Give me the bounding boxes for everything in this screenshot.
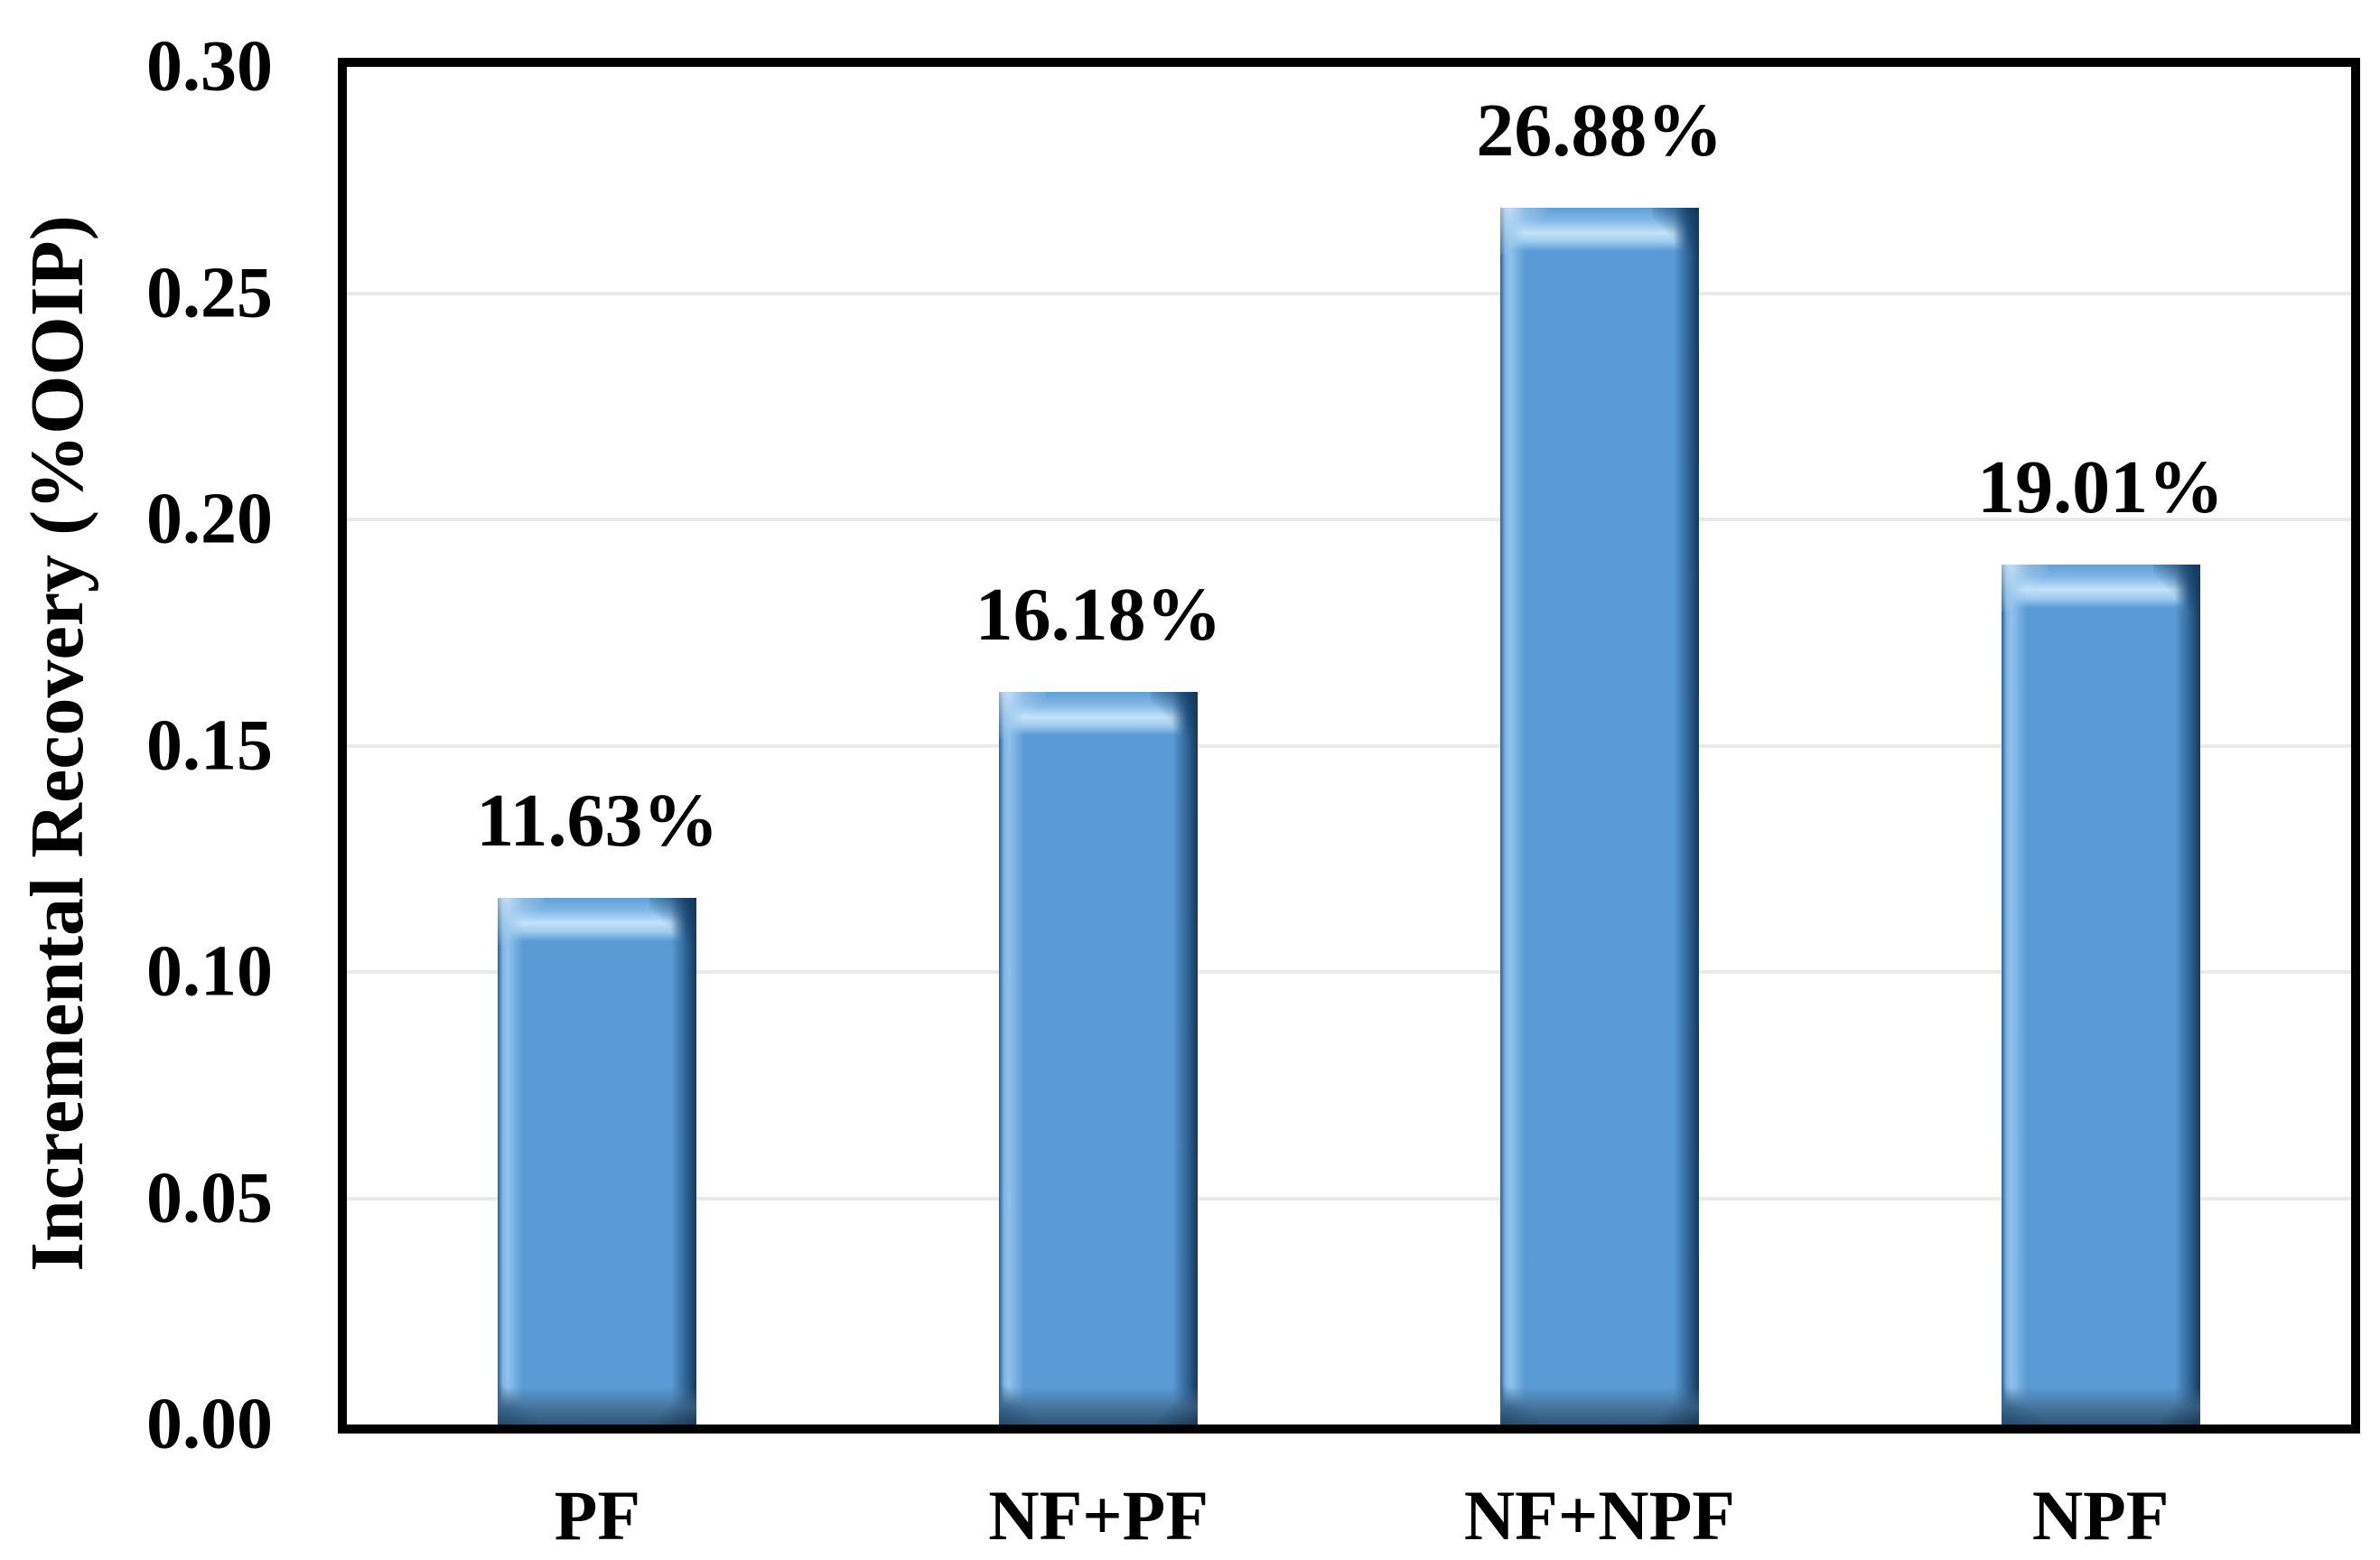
x-category-label: PF xyxy=(554,1476,641,1555)
bar-bevel-face xyxy=(1172,692,1199,1425)
y-tick-label: 0.15 xyxy=(146,705,273,785)
gridline xyxy=(347,1196,2351,1200)
x-category-label: NF+NPF xyxy=(1463,1476,1735,1555)
y-tick-label: 0.25 xyxy=(146,253,273,332)
y-tick-label: 0.00 xyxy=(146,1384,273,1464)
gridline xyxy=(347,970,2351,974)
bar-bevel-face xyxy=(498,898,546,946)
bar-bevel-face xyxy=(1673,208,1699,1425)
bar-bevel-face xyxy=(2174,564,2200,1425)
bar xyxy=(999,692,1199,1425)
bar xyxy=(2001,564,2200,1425)
bar-bevel-face xyxy=(2001,1384,2041,1425)
plot-area xyxy=(338,58,2360,1434)
bar-bevel-face xyxy=(999,692,1025,1425)
gridline xyxy=(347,291,2351,295)
bar-bevel-face xyxy=(999,1384,1040,1425)
bar-bevel-face xyxy=(1651,208,1699,256)
gridline xyxy=(347,518,2351,521)
y-tick-label: 0.20 xyxy=(146,479,273,559)
bar-bevel-face xyxy=(2160,1384,2200,1425)
bar-bevel-face xyxy=(2152,564,2200,612)
x-category-label: NF+PF xyxy=(988,1476,1209,1555)
bar-bevel-face xyxy=(657,1384,697,1425)
bar xyxy=(1499,208,1699,1425)
bar xyxy=(498,898,697,1425)
gridline xyxy=(347,743,2351,748)
bar-bevel-face xyxy=(498,898,524,1425)
y-tick-label: 0.05 xyxy=(146,1158,273,1238)
bar-bevel-face xyxy=(671,898,697,1425)
bar-bevel-face xyxy=(1499,208,1526,1425)
bar-value-label: 16.18% xyxy=(975,573,1222,658)
y-tick-label: 0.30 xyxy=(146,26,273,107)
bar-bevel-face xyxy=(649,898,697,946)
bar-bevel-face xyxy=(1151,692,1199,740)
bar-bevel-face xyxy=(1158,1384,1199,1425)
bar-value-label: 19.01% xyxy=(1977,444,2225,529)
bar-bevel-face xyxy=(498,1384,538,1425)
bar-bevel-face xyxy=(2001,564,2027,1425)
y-tick-label: 0.10 xyxy=(146,931,273,1012)
bar-bevel-face xyxy=(1499,208,1547,256)
bar-bevel-face xyxy=(1499,1384,1540,1425)
bar-bevel-face xyxy=(1658,1384,1699,1425)
bar-bevel-face xyxy=(2001,564,2049,612)
bar-bevel-face xyxy=(999,692,1047,740)
plot-inner xyxy=(347,67,2351,1425)
x-category-label: NPF xyxy=(2031,1476,2170,1555)
bar-value-label: 26.88% xyxy=(1476,89,1723,173)
bar-value-label: 11.63% xyxy=(476,779,719,864)
